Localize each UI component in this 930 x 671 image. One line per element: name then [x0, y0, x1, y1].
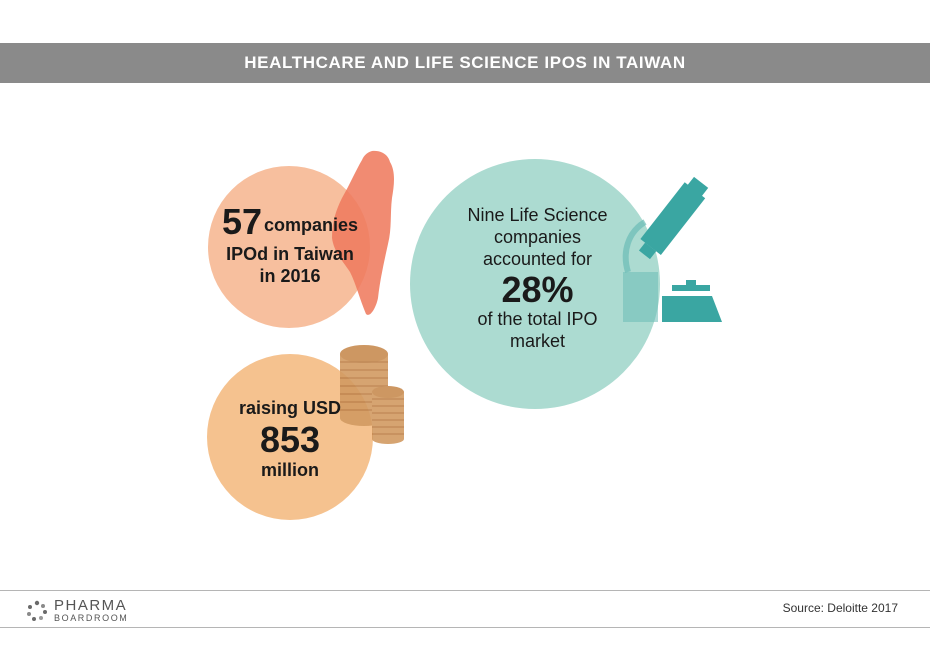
taiwan-map-icon [332, 150, 394, 315]
life-science-percent: 28% [501, 268, 574, 310]
life-science-stat: Nine Life Science companies accounted fo… [430, 205, 645, 353]
companies-label: companies [264, 215, 359, 235]
life-science-line4: of the total IPO [477, 308, 598, 329]
pharma-boardroom-logo[interactable]: PHARMA BOARDROOM [26, 598, 128, 623]
logo-line1: PHARMA [54, 597, 128, 614]
raised-stat: raising USD 853 million [215, 398, 365, 482]
page-title: HEALTHCARE AND LIFE SCIENCE IPOS IN TAIW… [0, 43, 930, 83]
logo-line2: BOARDROOM [54, 613, 129, 623]
footer-divider-top [0, 590, 930, 591]
life-science-circle [410, 159, 660, 409]
source-note: Source: Deloitte 2017 [782, 601, 898, 615]
life-science-line3: accounted for [482, 248, 593, 269]
raised-amount: 853 [259, 418, 321, 460]
microscope-icon [622, 176, 722, 322]
coins-icon [340, 345, 404, 444]
life-science-line1: Nine Life Science [467, 205, 608, 225]
companies-count: 57 [221, 201, 262, 242]
life-science-line5: market [509, 330, 565, 351]
year-label: in 2016 [259, 265, 321, 286]
raised-label: raising USD [238, 398, 342, 418]
raised-circle [207, 354, 373, 520]
companies-stat: 57 companies IPOd in Taiwan in 2016 [205, 200, 375, 288]
pharma-boardroom-logo-icon [27, 600, 47, 621]
footer-divider-bottom [0, 627, 930, 628]
life-science-line2: companies [493, 226, 582, 247]
companies-circle [208, 166, 370, 328]
raised-unit: million [261, 459, 319, 480]
ipo-label: IPOd in Taiwan [226, 243, 354, 264]
